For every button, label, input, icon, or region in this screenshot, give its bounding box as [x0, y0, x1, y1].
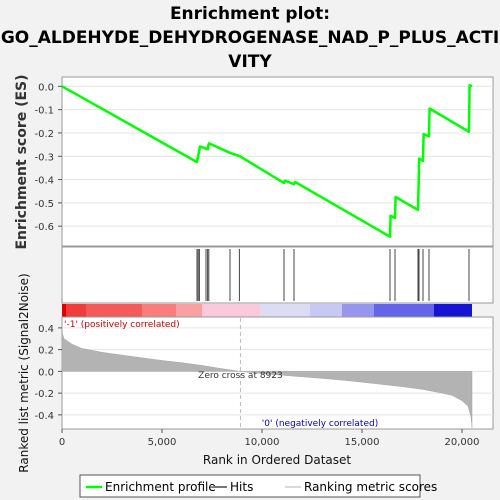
ranked-y-tick-label: -0.4 — [34, 411, 54, 422]
es-y-tick-label: -0.5 — [34, 199, 54, 210]
heat-bar-segment — [142, 304, 176, 317]
es-y-axis-label: Enrichment score (ES) — [14, 74, 30, 249]
es-panel-background — [61, 76, 494, 247]
ranked-y-axis-label: Ranked list metric (Signal2Noise) — [17, 273, 31, 472]
x-axis-label: Rank in Ordered Dataset — [203, 453, 351, 467]
x-tick-label: 0 — [59, 437, 65, 448]
title-line-3: VITY — [228, 52, 272, 72]
ranked-y-tick-label: 0.4 — [38, 324, 54, 335]
legend-box — [79, 474, 421, 498]
title-line-1: Enrichment plot: — [170, 4, 330, 24]
heat-bar-segment — [342, 304, 374, 317]
ranked-y-tick-label: 0.0 — [38, 367, 54, 378]
legend: Enrichment profile Hits Ranking metric sco… — [86, 480, 437, 494]
ranked-y-ticks: 0.4 0.2 0.0 -0.2 -0.4 — [34, 324, 62, 422]
heat-bar-segment — [176, 304, 202, 317]
es-y-tick-label: -0.2 — [34, 129, 54, 140]
chart-title: Enrichment plot: GO_ALDEHYDE_DEHYDROGENA… — [1, 4, 499, 72]
x-tick-label: 15,000 — [345, 437, 380, 448]
x-axis-ticks: 0 5,000 10,000 15,000 20,000 — [59, 429, 480, 448]
heat-bar-segment — [260, 304, 310, 317]
title-line-2: GO_ALDEHYDE_DEHYDROGENASE_NAD_P_PLUS_ACT… — [1, 28, 499, 48]
hits-panel-background — [61, 246, 494, 304]
es-y-ticks: 0.0 -0.1 -0.2 -0.3 -0.4 -0.5 -0.6 — [34, 82, 62, 233]
es-y-tick-label: -0.4 — [34, 176, 54, 187]
hit-marks — [196, 249, 470, 301]
heat-bar-segment — [434, 304, 472, 317]
es-y-tick-label: -0.6 — [34, 222, 54, 233]
ranking-heat-bar — [62, 304, 472, 317]
es-y-tick-label: -0.1 — [34, 106, 54, 117]
heat-bar-segment — [374, 304, 434, 317]
legend-label: Hits — [230, 480, 253, 494]
enrichment-profile-line — [61, 83, 473, 238]
x-tick-label: 10,000 — [245, 437, 280, 448]
es-series — [61, 83, 473, 238]
heat-bar-segment — [66, 304, 86, 317]
ranked-y-tick-label: -0.2 — [34, 389, 54, 400]
x-tick-label: 20,000 — [445, 437, 480, 448]
ranked-y-tick-label: 0.2 — [38, 346, 54, 357]
heat-bar-segment — [202, 304, 260, 317]
legend-label: Enrichment profile — [105, 480, 216, 494]
x-tick-label: 5,000 — [148, 437, 177, 448]
ranking-metric-area — [61, 332, 473, 428]
zero-cross-label: Zero cross at 8923 — [198, 371, 283, 381]
es-y-tick-label: -0.3 — [34, 152, 54, 163]
heat-bar-segment — [86, 304, 142, 317]
ranked-metric-area — [61, 332, 473, 428]
legend-label: Ranking metric scores — [304, 480, 437, 494]
negative-correlation-label: '0' (negatively correlated) — [262, 419, 378, 429]
positive-correlation-label: '-1' (positively correlated) — [64, 320, 180, 330]
heat-bar-segment — [310, 304, 342, 317]
heat-bar-segment — [62, 304, 66, 317]
es-y-tick-label: 0.0 — [38, 82, 54, 93]
